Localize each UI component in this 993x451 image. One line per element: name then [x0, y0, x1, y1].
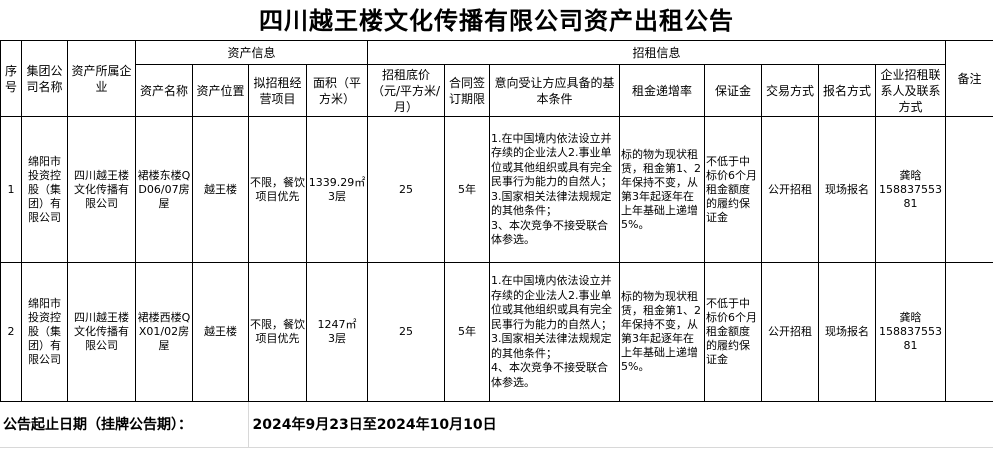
cell-remark [945, 262, 993, 402]
cell-seq: 1 [0, 116, 22, 263]
condition-line: 3、本次竞争不接受联合体参选。 [491, 218, 609, 247]
cell-deposit: 不低于中标价6个月租金额度的履约保证金 [704, 262, 763, 402]
header-group: 集团公司名称 [21, 40, 68, 117]
cell-signup: 现场报名 [818, 262, 877, 402]
cell-area: 1247㎡ 3层 [305, 262, 369, 402]
contact-name: 龚晗 [899, 311, 922, 324]
cell-asset-location: 越王楼 [192, 262, 249, 402]
condition-line: 4、本次竞争不接受联合体参选。 [491, 361, 609, 389]
page-title: 四川越王楼文化传播有限公司资产出租公告 [259, 7, 734, 35]
header-asset-location: 资产位置 [192, 64, 249, 117]
condition-line: 3.国家相关法律法规规定的其他条件； [491, 332, 612, 360]
period-label: 公告起止日期（挂牌公告期）： [0, 402, 249, 448]
header-asset-name: 资产名称 [135, 64, 193, 117]
cell-trade: 公开招租 [761, 262, 820, 402]
area-value: 1339.29㎡ [308, 175, 366, 189]
cell-term: 5年 [444, 116, 491, 263]
cell-contact: 龚晗 15883755381 [875, 262, 947, 402]
cell-price: 25 [367, 116, 446, 263]
cell-term: 5年 [444, 262, 491, 402]
cell-trade: 公开招租 [761, 116, 820, 263]
cell-owner: 四川越王楼文化传播有限公司 [67, 262, 136, 402]
header-conditions: 意向受让方应具备的基本条件 [489, 64, 621, 117]
header-deposit: 保证金 [704, 64, 763, 117]
header-trade: 交易方式 [761, 64, 820, 117]
cell-conditions: 1.在中国境内依法设立并存续的企业法人2.事业单位或其他组织或具有完全民事行为能… [489, 116, 621, 263]
header-rent-info: 招租信息 [367, 40, 947, 65]
cell-increase: 标的物为现状租赁，租金第1、2年保持不变，从第3年起逐年在上年基础上递增5%。 [619, 116, 706, 263]
cell-contact: 龚晗 15883755381 [875, 116, 947, 263]
header-area: 面积（平方米） [305, 64, 369, 117]
cell-price: 25 [367, 262, 446, 402]
table-row: 1 绵阳市投资控股（集团）有限公司 四川越王楼文化传播有限公司 裙楼东楼QD06… [0, 116, 993, 263]
contact-phone: 15883755381 [879, 325, 943, 352]
cell-business: 不限，餐饮项目优先 [248, 262, 307, 402]
floor-value: 3层 [328, 332, 346, 345]
header-owner: 资产所属企业 [67, 40, 136, 117]
contact-name: 龚晗 [899, 168, 922, 182]
header-price: 招租底价（元/平方米/月） [367, 64, 446, 117]
cell-business: 不限，餐饮项目优先 [248, 116, 307, 263]
condition-line: 3.国家相关法律法规规定的其他条件； [491, 189, 612, 218]
area-value: 1247㎡ [317, 318, 357, 331]
asset-table: 序号 集团公司名称 资产所属企业 资产信息 招租信息 备注 资产名称 资产位置 … [0, 40, 993, 402]
cell-remark [945, 116, 993, 263]
cell-increase: 标的物为现状租赁，租金第1、2年保持不变，从第3年起逐年在上年基础上递增5%。 [619, 262, 706, 402]
cell-seq: 2 [0, 262, 22, 402]
condition-line: 1.在中国境内依法设立并存续的企业法人2.事业单位或其他组织或具有完全民事行为能… [491, 131, 613, 189]
header-increase: 租金递增率 [619, 64, 706, 117]
table-row: 2 绵阳市投资控股（集团）有限公司 四川越王楼文化传播有限公司 裙楼西楼QX01… [0, 262, 993, 402]
floor-value: 3层 [328, 189, 346, 203]
header-business: 拟招租经营项目 [248, 64, 307, 117]
header-remark: 备注 [945, 40, 993, 117]
contact-phone: 15883755381 [879, 182, 943, 210]
cell-deposit: 不低于中标价6个月租金额度的履约保证金 [704, 116, 763, 263]
announcement-period: 公告起止日期（挂牌公告期）： 2024年9月23日至2024年10月10日 [0, 402, 993, 448]
header-signup: 报名方式 [818, 64, 877, 117]
cell-group: 绵阳市投资控股（集团）有限公司 [21, 116, 68, 263]
header-seq: 序号 [0, 40, 22, 117]
cell-owner: 四川越王楼文化传播有限公司 [67, 116, 136, 263]
header-contact: 企业招租联系人及联系方式 [875, 64, 947, 117]
cell-area: 1339.29㎡ 3层 [305, 116, 369, 263]
header-asset-info: 资产信息 [134, 40, 369, 65]
cell-asset-location: 越王楼 [192, 116, 249, 263]
header-term: 合同签订期限 [444, 64, 491, 117]
cell-signup: 现场报名 [818, 116, 877, 263]
period-value: 2024年9月23日至2024年10月10日 [248, 402, 993, 448]
cell-asset-name: 裙楼西楼QX01/02房屋 [135, 262, 193, 402]
condition-line: 1.在中国境内依法设立并存续的企业法人2.事业单位或其他组织或具有完全民事行为能… [491, 274, 613, 331]
cell-asset-name: 裙楼东楼QD06/07房屋 [135, 116, 193, 263]
cell-conditions: 1.在中国境内依法设立并存续的企业法人2.事业单位或其他组织或具有完全民事行为能… [489, 262, 621, 402]
cell-group: 绵阳市投资控股（集团）有限公司 [21, 262, 68, 402]
